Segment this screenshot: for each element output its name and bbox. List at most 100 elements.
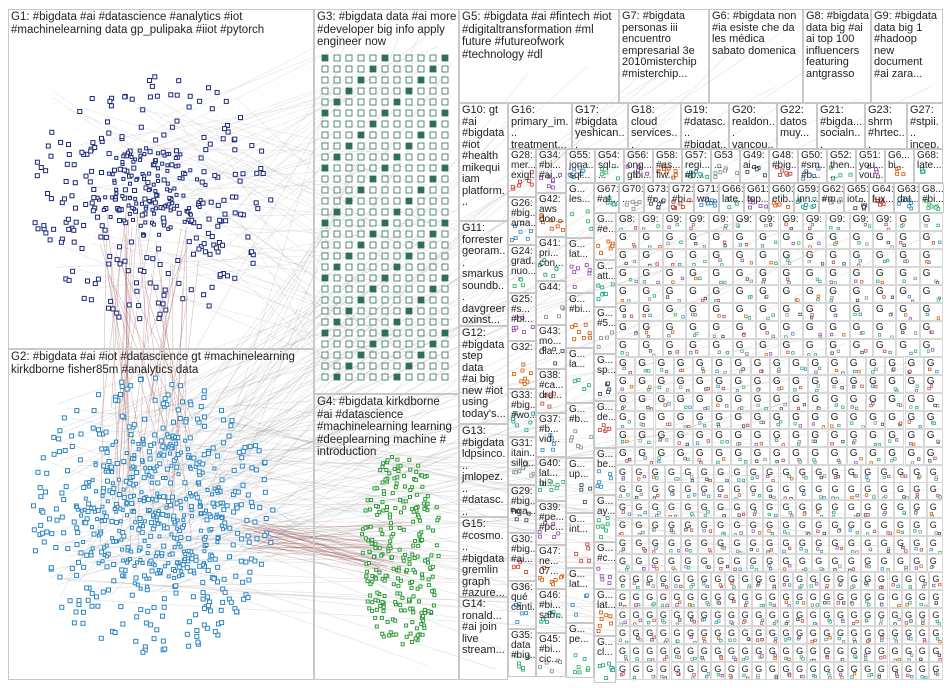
group-box-small[interactable]: G xyxy=(697,464,715,483)
node-g1[interactable] xyxy=(122,218,127,223)
group-box-small[interactable]: G xyxy=(888,572,903,591)
group-box-small[interactable]: G xyxy=(697,572,712,591)
node-g1[interactable] xyxy=(186,217,191,222)
group-box-small[interactable]: G xyxy=(752,572,766,591)
group-box-small[interactable]: G xyxy=(877,500,894,519)
group-box-small[interactable]: G xyxy=(872,231,897,249)
group-box-small[interactable]: G xyxy=(756,266,780,285)
node-g1[interactable] xyxy=(147,78,152,83)
node-g1[interactable] xyxy=(222,126,228,132)
node-g1[interactable] xyxy=(157,262,163,267)
group-box-small[interactable]: G xyxy=(779,500,796,519)
node-g2[interactable] xyxy=(119,413,125,419)
node-g1[interactable] xyxy=(183,171,188,176)
node-g2[interactable] xyxy=(240,579,246,585)
group-box-small[interactable]: G xyxy=(915,590,930,609)
node-g2[interactable] xyxy=(121,495,127,501)
group-box-small[interactable]: G xyxy=(919,231,943,249)
node-g1[interactable] xyxy=(174,148,179,154)
node-g1[interactable] xyxy=(140,107,146,113)
group-box-small[interactable]: G xyxy=(686,338,710,357)
group-box-small[interactable]: G xyxy=(866,356,886,375)
node-g2[interactable] xyxy=(165,392,171,398)
node-g2[interactable] xyxy=(193,557,199,563)
group-box-small[interactable]: G xyxy=(847,644,862,663)
node-g1[interactable] xyxy=(73,205,78,211)
group-box-g37[interactable]: G37: #b... vid... xyxy=(536,413,566,457)
node-g2[interactable] xyxy=(160,613,165,619)
node-g2[interactable] xyxy=(178,383,184,389)
node-g2[interactable] xyxy=(61,530,67,536)
node-g1[interactable] xyxy=(130,205,135,210)
group-box-small[interactable]: G xyxy=(808,374,828,393)
node-g1[interactable] xyxy=(101,208,106,212)
group-box-small[interactable]: G xyxy=(635,392,655,411)
group-box-g71[interactable]: G71: wa... xyxy=(694,183,719,213)
node-g2[interactable] xyxy=(227,554,232,560)
node-g2[interactable] xyxy=(212,556,218,562)
node-g2[interactable] xyxy=(74,572,80,578)
group-box-small[interactable]: G xyxy=(629,608,644,627)
group-box-g59[interactable]: G59: inn... xyxy=(794,183,819,213)
group-box-small[interactable]: G xyxy=(697,644,712,663)
group-box-small[interactable]: G xyxy=(709,248,733,267)
node-g1[interactable] xyxy=(173,156,178,160)
node-g1[interactable] xyxy=(131,165,137,171)
group-box-small[interactable]: G9: xyxy=(686,213,710,231)
group-box-small[interactable]: G xyxy=(812,554,829,573)
group-box-small[interactable]: G xyxy=(834,626,848,645)
group-box-small[interactable]: G xyxy=(789,410,809,429)
node-g1[interactable] xyxy=(134,201,139,206)
node-g1[interactable] xyxy=(167,195,172,200)
group-box-small[interactable]: G xyxy=(639,320,663,339)
node-g1[interactable] xyxy=(153,137,159,143)
group-box-small[interactable]: G xyxy=(639,231,663,249)
group-box-small[interactable]: G xyxy=(802,338,827,357)
group-box-g20[interactable]: G20: realdon... vancou... xyxy=(729,103,777,149)
node-g1[interactable] xyxy=(90,208,96,214)
group-box-small[interactable]: G xyxy=(779,572,794,591)
group-box-small[interactable]: G xyxy=(872,248,897,267)
group-box-g73[interactable]: G73: #... xyxy=(644,183,669,213)
node-g1[interactable] xyxy=(230,194,235,200)
node-g1[interactable] xyxy=(58,139,64,145)
node-g2[interactable] xyxy=(35,469,41,475)
group-box-small[interactable]: G xyxy=(861,518,878,537)
group-box-small[interactable]: G xyxy=(752,626,766,645)
group-box-small[interactable]: G xyxy=(828,554,845,573)
group-box-small[interactable]: G xyxy=(643,644,657,663)
node-g1[interactable] xyxy=(47,237,53,243)
group-box-small[interactable]: G xyxy=(919,338,943,357)
group-box-small[interactable]: G xyxy=(894,482,911,501)
group-box-g33[interactable]: G33: #big... #wo... xyxy=(508,389,536,437)
group-box-small[interactable]: G xyxy=(746,464,764,483)
group-box-small[interactable]: G xyxy=(808,446,828,465)
node-g1[interactable] xyxy=(122,195,128,201)
group-box-small[interactable]: G xyxy=(827,392,847,411)
group-box-small[interactable]: G xyxy=(795,500,813,519)
node-g1[interactable] xyxy=(32,220,38,226)
group-box-small[interactable]: G xyxy=(750,392,770,411)
node-g2[interactable] xyxy=(139,529,145,535)
node-g1[interactable] xyxy=(71,227,77,233)
group-box-small[interactable]: G xyxy=(616,662,630,680)
node-g1[interactable] xyxy=(83,202,89,207)
group-box-small[interactable]: G xyxy=(902,572,916,591)
group-box-small[interactable]: G xyxy=(711,572,725,591)
group-box-g41[interactable]: G41: pri... con... xyxy=(536,237,566,281)
node-g1[interactable] xyxy=(268,197,274,203)
node-g1[interactable] xyxy=(114,191,119,196)
group-box-small[interactable]: G xyxy=(874,572,889,591)
node-g1[interactable] xyxy=(165,271,171,276)
group-box-small[interactable]: G xyxy=(896,248,920,267)
node-g1[interactable] xyxy=(99,223,105,229)
node-g1[interactable] xyxy=(175,258,181,263)
group-box-small[interactable]: G xyxy=(714,554,731,573)
group-box-small[interactable]: G xyxy=(919,266,943,285)
group-box-small[interactable]: G xyxy=(896,338,920,357)
group-box-small[interactable]: G xyxy=(656,590,671,609)
group-box-small[interactable]: G xyxy=(673,428,693,447)
group-box-small[interactable]: G xyxy=(763,518,780,537)
group-box-small[interactable]: G xyxy=(885,392,905,411)
group-box-small[interactable]: G xyxy=(793,626,807,645)
